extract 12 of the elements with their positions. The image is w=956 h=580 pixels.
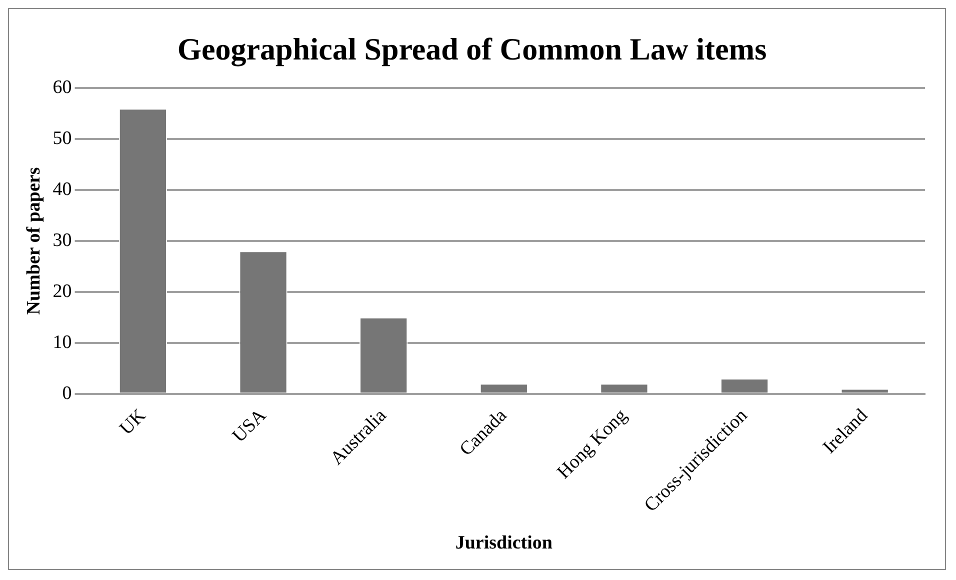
y-tick-label: 30 — [52, 230, 72, 251]
y-tick-label: 60 — [52, 77, 72, 98]
y-tick-label: 50 — [52, 128, 72, 150]
x-axis-title: Jurisdiction — [455, 532, 553, 554]
x-tick-label: UK — [116, 404, 150, 440]
y-tick-label: 10 — [52, 332, 72, 353]
y-tick-label: 20 — [52, 280, 72, 302]
y-axis-title: Number of papers — [23, 167, 44, 315]
x-tick-label: USA — [228, 404, 271, 447]
y-tick-label: 0 — [62, 382, 72, 404]
chart-title: Geographical Spread of Common Law items — [177, 32, 767, 67]
y-tick-label: 40 — [52, 179, 72, 200]
